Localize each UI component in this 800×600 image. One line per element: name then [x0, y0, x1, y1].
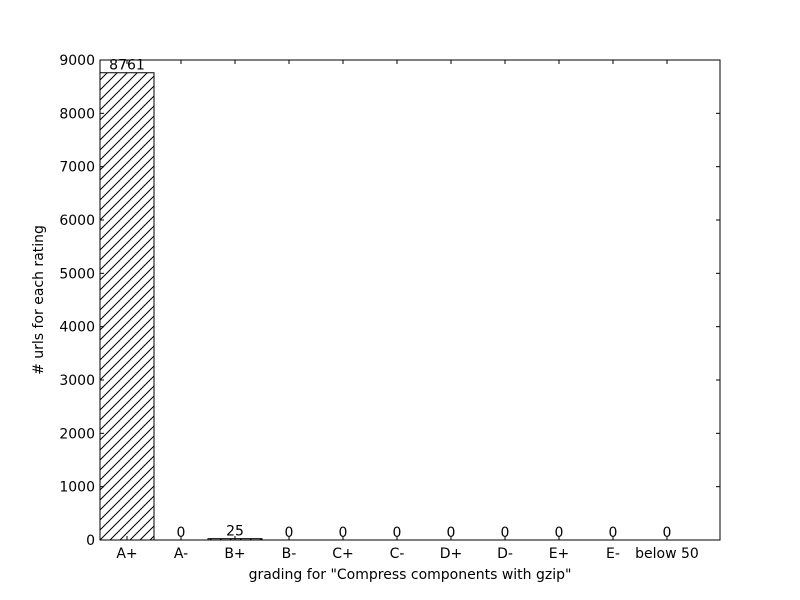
x-axis-ticks: A+ A- B+ B- C+ C- D+ D- E+ E-below 50 [116, 60, 699, 562]
y-tick-label: 2000 [59, 426, 95, 442]
data-label: 0 [177, 525, 186, 541]
data-label: 0 [339, 525, 348, 541]
x-tick-label: E+ [549, 546, 570, 562]
x-tick-label: E- [606, 546, 620, 562]
y-tick-label: 0 [86, 533, 95, 549]
data-label: 8761 [109, 58, 145, 74]
y-axis-label: # urls for each rating [31, 225, 47, 375]
y-axis-ticks: 0 1000 2000 3000 4000 5000 6000 7000 8000 9000 [59, 53, 720, 549]
y-tick-label: 4000 [59, 320, 95, 336]
data-label: 25 [226, 524, 244, 540]
data-label: 0 [393, 525, 402, 541]
x-tick-label: A+ [116, 546, 137, 562]
y-tick-label: 5000 [59, 266, 95, 282]
bar [99, 72, 155, 541]
data-label: 0 [555, 525, 564, 541]
x-tick-label: A- [174, 546, 188, 562]
data-label: 0 [501, 525, 510, 541]
data-label: 0 [447, 525, 456, 541]
x-axis-label: grading for "Compress components with gz… [249, 567, 572, 583]
y-tick-label: 3000 [59, 373, 95, 389]
data-label: 0 [663, 525, 672, 541]
x-tick-label: C- [390, 546, 405, 562]
y-tick-label: 8000 [59, 106, 95, 122]
y-tick-label: 6000 [59, 213, 95, 229]
x-tick-label: D- [497, 546, 513, 562]
data-label: 0 [609, 525, 618, 541]
y-tick-label: 7000 [59, 160, 95, 176]
y-tick-label: 1000 [59, 480, 95, 496]
data-label: 0 [285, 525, 294, 541]
data-labels-group: 8761 0 25 0 0 0 0 0 0 0 0 [109, 58, 671, 541]
x-tick-label: C+ [332, 546, 354, 562]
x-tick-label: D+ [440, 546, 463, 562]
y-tick-label: 9000 [59, 53, 95, 69]
x-tick-label: B- [282, 546, 297, 562]
bars-group [99, 72, 263, 541]
axes-frame [99, 59, 721, 541]
x-tick-label: B+ [224, 546, 245, 562]
x-tick-label: below 50 [635, 546, 699, 562]
